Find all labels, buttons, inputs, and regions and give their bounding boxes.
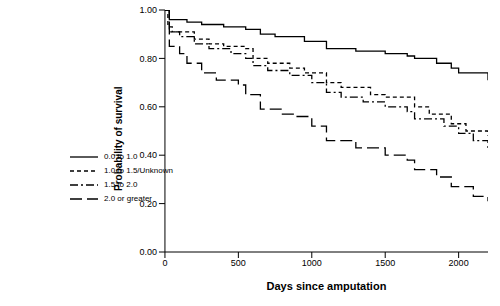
svg-text:Days since amputation: Days since amputation [267, 280, 387, 292]
svg-text:1000: 1000 [302, 258, 322, 268]
svg-text:0.20: 0.20 [139, 199, 157, 209]
svg-text:0.00: 0.00 [139, 247, 157, 257]
svg-text:0: 0 [162, 258, 167, 268]
svg-text:0.80: 0.80 [139, 54, 157, 64]
svg-text:2000: 2000 [449, 258, 469, 268]
svg-text:1500: 1500 [375, 258, 395, 268]
svg-text:500: 500 [231, 258, 246, 268]
svg-text:0.40: 0.40 [139, 150, 157, 160]
svg-text:1.00: 1.00 [139, 5, 157, 15]
svg-text:0.60: 0.60 [139, 102, 157, 112]
svg-text:Probability of survival: Probability of survival [113, 86, 124, 191]
